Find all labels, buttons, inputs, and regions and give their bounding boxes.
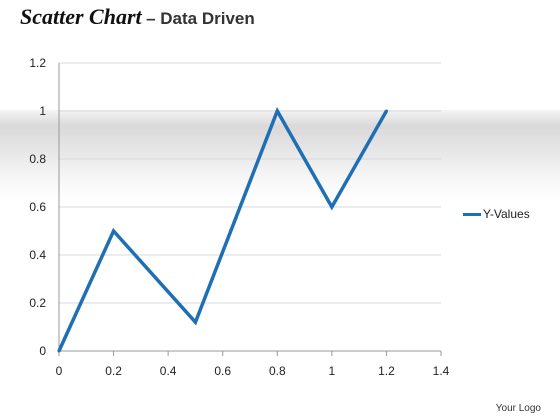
legend-label: Y-Values bbox=[483, 207, 530, 221]
data-point bbox=[112, 229, 116, 233]
y-tick-label: 0.4 bbox=[29, 248, 46, 262]
series-lines bbox=[57, 106, 388, 353]
data-point bbox=[330, 205, 334, 209]
data-point bbox=[57, 349, 61, 353]
y-tick-label: 0.6 bbox=[29, 200, 46, 214]
chart-title: Scatter Chart – Data Driven bbox=[20, 4, 255, 30]
y-tick-label: 0.2 bbox=[29, 296, 46, 310]
x-tick-label: 0.8 bbox=[269, 364, 286, 378]
legend-swatch bbox=[463, 212, 481, 216]
logo-text: Your Logo bbox=[495, 403, 541, 414]
x-tick-label: 1.2 bbox=[378, 364, 395, 378]
x-tick-label: 0.4 bbox=[160, 364, 177, 378]
x-tick-label: 0.2 bbox=[105, 364, 122, 378]
axes bbox=[58, 63, 442, 356]
x-tick-label: 1.4 bbox=[433, 364, 450, 378]
chart-title-sub: – Data Driven bbox=[146, 9, 255, 28]
grid-lines bbox=[59, 62, 441, 304]
y-tick-label: 1 bbox=[39, 104, 46, 118]
y-tick-labels: 0 0.2 0.4 0.6 0.8 1 1.2 bbox=[29, 56, 46, 358]
chart-title-main: Scatter Chart bbox=[20, 4, 142, 29]
series-line-y-values bbox=[57, 106, 388, 352]
y-tick-label: 1.2 bbox=[29, 56, 46, 70]
y-tick-label: 0.8 bbox=[29, 152, 46, 166]
x-tick-label: 0.6 bbox=[214, 364, 231, 378]
x-tick-label: 0 bbox=[56, 364, 63, 378]
background-band bbox=[0, 110, 560, 200]
legend: Y-Values bbox=[463, 207, 530, 221]
y-tick-label: 0 bbox=[39, 344, 46, 358]
x-tick-label: 1 bbox=[329, 364, 336, 378]
data-point bbox=[193, 320, 197, 324]
data-point bbox=[384, 109, 388, 113]
x-tick-labels: 0 0.2 0.4 0.6 0.8 1 1.2 1.4 bbox=[56, 364, 450, 378]
data-point bbox=[275, 109, 279, 113]
